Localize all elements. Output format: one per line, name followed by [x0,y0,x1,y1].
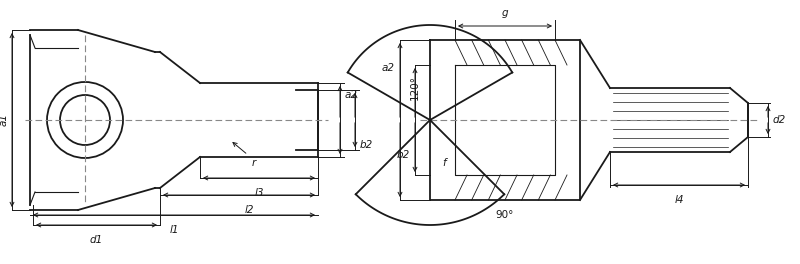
Text: a2: a2 [382,63,395,73]
Text: l1: l1 [170,225,178,235]
Text: l4: l4 [674,195,684,205]
Text: b2: b2 [397,150,410,160]
Text: d2: d2 [773,115,786,125]
Text: l2: l2 [244,205,254,215]
Text: a2: a2 [345,90,358,100]
Text: 120°: 120° [410,76,420,101]
Text: f: f [442,158,446,168]
Text: 90°: 90° [496,210,514,220]
Text: r: r [252,158,256,168]
Text: l3: l3 [254,188,264,198]
Text: b2: b2 [360,140,374,150]
Text: d1: d1 [90,235,102,245]
Text: g: g [502,8,508,18]
Text: a1: a1 [0,114,9,126]
